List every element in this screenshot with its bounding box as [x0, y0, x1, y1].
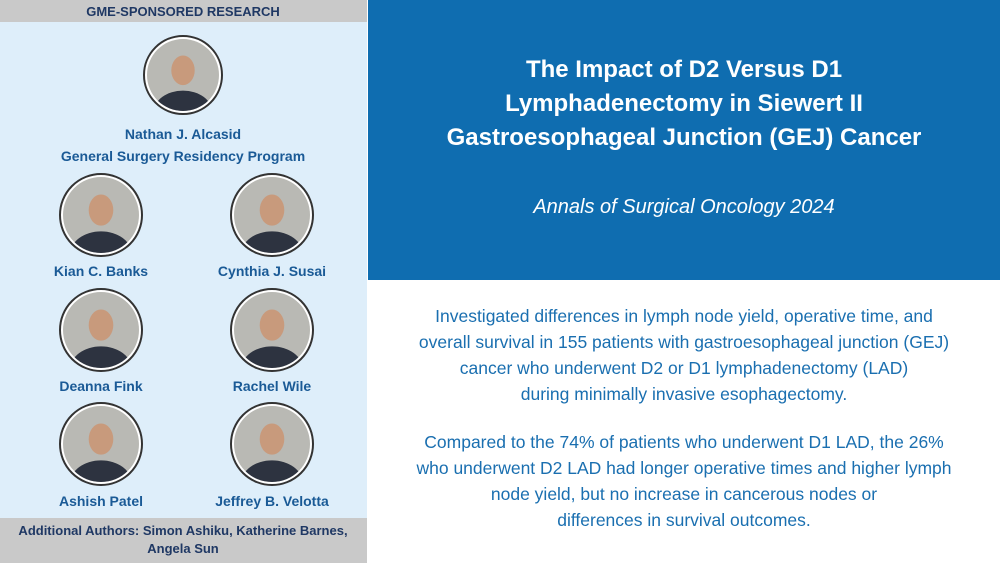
title-line: Gastroesophageal Junction (GEJ) Cancer: [446, 124, 922, 151]
summary-line: who underwent D2 LAD had longer operativ…: [416, 458, 952, 478]
summary-line: during minimally invasive esophagectomy.: [520, 384, 848, 404]
photo: [59, 288, 143, 372]
person-name: Ashish Patel: [58, 493, 144, 509]
additional-authors-line: Additional Authors: Simon Ashiku, Kather…: [18, 523, 348, 538]
photo: [230, 402, 314, 486]
summary-line: Compared to the 74% of patients who unde…: [424, 432, 944, 452]
person-name: Rachel Wile: [232, 378, 312, 394]
title-line: Lymphadenectomy in Siewert II: [505, 90, 863, 117]
person-name: Cynthia J. Susai: [217, 263, 327, 279]
summary-line: overall survival in 155 patients with ga…: [418, 332, 950, 352]
title-line: The Impact of D2 Versus D1: [525, 56, 843, 83]
photo: [230, 173, 314, 257]
summary-line: Investigated differences in lymph node y…: [435, 306, 933, 326]
summary-line: node yield, but no increase in cancerous…: [490, 484, 878, 504]
person-name: Jeffrey B. Velotta: [215, 493, 329, 509]
photo: [59, 173, 143, 257]
header-bar: [0, 0, 367, 22]
summary-line: cancer who underwent D2 or D1 lymphadene…: [459, 358, 909, 378]
journal: Annals of Surgical Oncology 2024: [533, 196, 835, 218]
title-panel: [368, 0, 1000, 280]
featured-name: Nathan J. Alcasid: [124, 126, 242, 142]
person-name: Kian C. Banks: [53, 263, 149, 279]
photo: [59, 402, 143, 486]
additional-authors-line: Angela Sun: [147, 541, 219, 556]
person-name: Deanna Fink: [59, 378, 143, 394]
photo: [143, 35, 223, 115]
footer-bar: [0, 518, 367, 563]
header-label: GME-SPONSORED RESEARCH: [86, 4, 280, 19]
summary-line: differences in survival outcomes.: [557, 510, 811, 530]
featured-program: General Surgery Residency Program: [60, 148, 306, 164]
photo: [230, 288, 314, 372]
